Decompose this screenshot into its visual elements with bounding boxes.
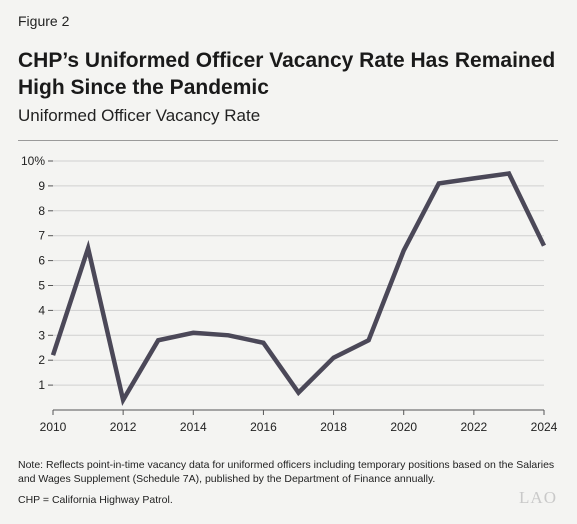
y-tick-label: 7 bbox=[38, 229, 45, 243]
x-tick-label: 2024 bbox=[531, 420, 558, 434]
x-tick-label: 2010 bbox=[40, 420, 67, 434]
lao-logo: LAO bbox=[519, 488, 557, 507]
x-tick-label: 2018 bbox=[320, 420, 347, 434]
x-axis-ticks: 2010 2012 2014 2016 2018 2020 2022 2024 bbox=[40, 410, 558, 434]
y-tick-label: 6 bbox=[38, 254, 45, 268]
y-axis-ticks: 1 2 3 4 5 6 7 8 9 10% bbox=[21, 154, 53, 392]
y-tick-label: 9 bbox=[38, 179, 45, 193]
y-tick-label: 10% bbox=[21, 154, 45, 168]
title-divider bbox=[18, 140, 558, 141]
y-tick-label: 8 bbox=[38, 204, 45, 218]
series-line-vacancy-rate bbox=[50, 171, 547, 407]
x-tick-label: 2014 bbox=[180, 420, 207, 434]
y-tick-label: 1 bbox=[38, 378, 45, 392]
x-tick-label: 2012 bbox=[110, 420, 137, 434]
abbreviation-note: CHP = California Highway Patrol. bbox=[18, 494, 173, 506]
x-tick-label: 2016 bbox=[250, 420, 277, 434]
line-chart: 1 2 3 4 5 6 7 8 9 10% 2010 2012 2014 2016 2018 2020 202… bbox=[21, 154, 558, 434]
x-tick-label: 2020 bbox=[390, 420, 417, 434]
gridlines bbox=[53, 160, 544, 386]
y-tick-label: 4 bbox=[38, 303, 45, 317]
chart-note: Note: Reflects point-in-time vacancy dat… bbox=[18, 459, 555, 485]
y-tick-label: 5 bbox=[38, 279, 45, 293]
chart-subtitle: Uniformed Officer Vacancy Rate bbox=[18, 106, 261, 125]
y-tick-label: 3 bbox=[38, 328, 45, 342]
x-tick-label: 2022 bbox=[461, 420, 488, 434]
figure-label: Figure 2 bbox=[18, 13, 70, 29]
y-tick-label: 2 bbox=[38, 353, 45, 367]
chart-title: CHP’s Uniformed Officer Vacancy Rate Has… bbox=[18, 49, 556, 99]
